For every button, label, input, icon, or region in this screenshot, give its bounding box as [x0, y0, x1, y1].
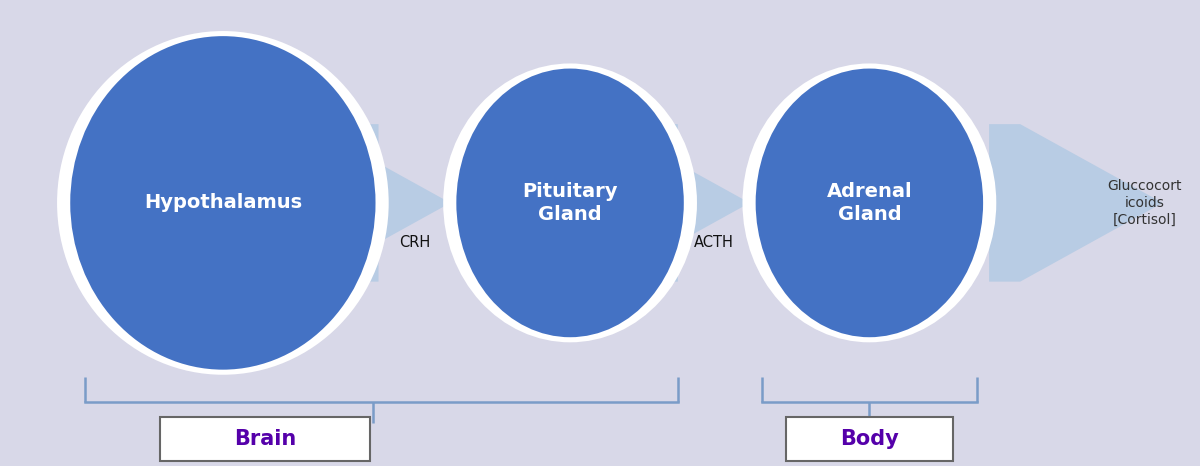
Text: Brain: Brain [234, 429, 296, 449]
Ellipse shape [743, 63, 996, 343]
Ellipse shape [71, 36, 376, 370]
Text: Hypothalamus: Hypothalamus [144, 193, 302, 212]
Text: Gluccocort
icoids
[Cortisol]: Gluccocort icoids [Cortisol] [1108, 178, 1182, 227]
Text: Pituitary
Gland: Pituitary Gland [522, 182, 618, 224]
Ellipse shape [456, 69, 684, 337]
Text: Adrenal
Gland: Adrenal Gland [827, 182, 912, 224]
Polygon shape [607, 124, 750, 281]
Text: ACTH: ACTH [694, 235, 733, 250]
FancyBboxPatch shape [786, 417, 953, 461]
Polygon shape [989, 124, 1163, 281]
FancyBboxPatch shape [160, 417, 370, 461]
Ellipse shape [58, 31, 389, 375]
Ellipse shape [443, 63, 697, 343]
Polygon shape [308, 124, 450, 281]
Text: Body: Body [840, 429, 899, 449]
Ellipse shape [756, 69, 983, 337]
Text: CRH: CRH [398, 235, 430, 250]
